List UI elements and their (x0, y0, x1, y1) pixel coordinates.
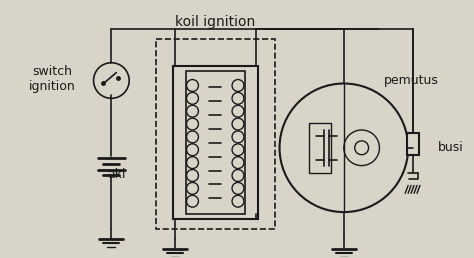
Text: koil ignition: koil ignition (175, 15, 255, 29)
Text: pemutus: pemutus (383, 74, 438, 87)
Bar (185, 71, 245, 214)
Text: aki: aki (107, 168, 126, 181)
Bar (156, 39, 274, 229)
Text: busi: busi (438, 141, 464, 154)
Bar (173, 66, 258, 219)
Bar (407, 133, 419, 155)
Bar (309, 123, 331, 173)
Text: switch
ignition: switch ignition (28, 64, 75, 93)
